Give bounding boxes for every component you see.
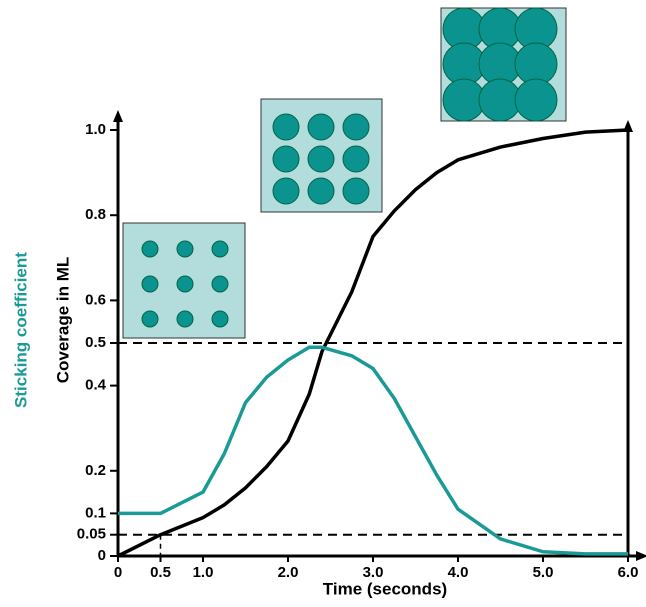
axis-arrow	[113, 110, 123, 122]
y-tick-label: 0	[98, 547, 106, 564]
x-axis-title: Time (seconds)	[323, 579, 447, 598]
y-tick-label: 0.2	[85, 462, 106, 479]
data-line	[117, 128, 629, 558]
x-tick-label: 5.0	[533, 564, 554, 581]
x-tick-label: 0	[114, 564, 122, 581]
y-tick-label: 0.6	[85, 291, 106, 308]
x-tick-label: 2.0	[278, 564, 299, 581]
y-tick-label: 0.4	[85, 377, 107, 394]
axis-arrow	[636, 551, 646, 561]
x-tick-label: 6.0	[618, 564, 639, 581]
inset-high	[440, 7, 567, 122]
y-axis-title: Coverage in ML	[53, 257, 72, 384]
x-tick-label: 3.0	[363, 564, 384, 581]
x-tick-label: 1.0	[193, 564, 214, 581]
y-tick-label: 0.05	[77, 526, 106, 543]
x-tick-label: 0.5	[150, 564, 171, 581]
y-tick-label: 0.5	[85, 334, 106, 351]
y2-axis-title: Sticking coefficient	[11, 252, 30, 408]
data-line	[118, 345, 628, 556]
y-tick-label: 0.1	[85, 504, 106, 521]
y-tick-label: 1.0	[85, 121, 106, 138]
x-tick-label: 4.0	[448, 564, 469, 581]
inset-low	[122, 222, 246, 339]
inset-mid	[260, 98, 383, 213]
y-tick-label: 0.8	[85, 206, 106, 223]
